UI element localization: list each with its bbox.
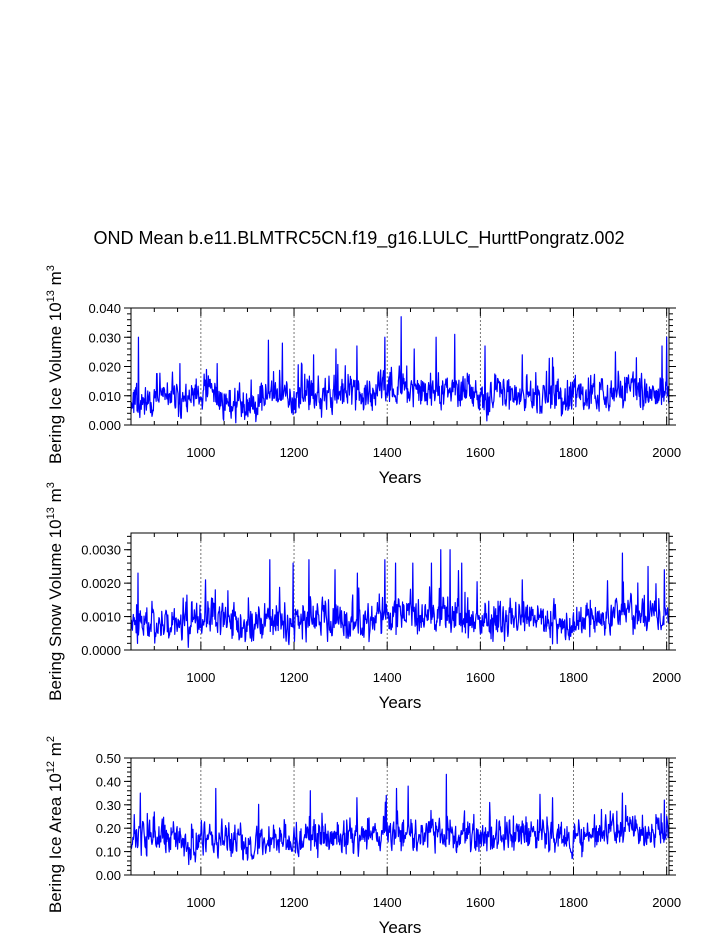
- panel-ice-area: 1000 1200 1400 1600 1800 2000 0.00 0.10 0.20 0.3…: [45, 736, 681, 935]
- plot-frame: [130, 757, 670, 876]
- x-tick-label: 1800: [559, 670, 588, 685]
- x-gridlines: [200, 758, 668, 875]
- x-tick-label: 1400: [373, 895, 402, 910]
- x-tick-label: 1800: [559, 895, 588, 910]
- x-tick-label: 1000: [186, 895, 215, 910]
- y-axis-label-units: m: [46, 742, 65, 761]
- x-axis-label: Years: [379, 468, 422, 487]
- y-axis-label-exp: 12: [45, 761, 57, 773]
- y-axis-label-units: m: [46, 488, 65, 507]
- panel-ice-volume: 1000 1200 1400 1600 1800 2000 0.000 0.010 0.020…: [45, 265, 681, 487]
- axis-ticks: [124, 757, 676, 876]
- y-tick-label: 0.030: [88, 330, 121, 345]
- y-axis-label-units-exp: 3: [45, 265, 57, 271]
- x-tick-label: 2000: [652, 445, 681, 460]
- y-axis-label-exp: 13: [45, 290, 57, 302]
- y-tick-labels: 0.000 0.010 0.020 0.030 0.040: [88, 301, 121, 433]
- x-tick-label: 2000: [652, 895, 681, 910]
- x-tick-label: 1000: [186, 445, 215, 460]
- chart-title: OND Mean b.e11.BLMTRC5CN.f19_g16.LULC_Hu…: [94, 228, 625, 249]
- x-tick-label: 1400: [373, 670, 402, 685]
- x-tick-label: 1600: [466, 895, 495, 910]
- x-tick-label: 1600: [466, 445, 495, 460]
- y-axis-label-exp: 13: [45, 507, 57, 519]
- x-tick-labels: 1000 1200 1400 1600 1800 2000: [186, 670, 681, 685]
- x-tick-label: 1600: [466, 670, 495, 685]
- x-tick-label: 1200: [280, 445, 309, 460]
- x-tick-label: 1400: [373, 445, 402, 460]
- series-line-ice-volume: [130, 316, 670, 424]
- y-tick-label: 0.40: [96, 774, 121, 789]
- series-line-snow-volume: [130, 549, 670, 648]
- x-axis-label: Years: [379, 693, 422, 712]
- x-tick-label: 1800: [559, 445, 588, 460]
- x-gridlines: [200, 533, 668, 650]
- y-axis-label-units: m: [46, 271, 65, 290]
- series-line-ice-area: [130, 773, 670, 866]
- y-axis-label-main: Bering Ice Area 10: [46, 773, 65, 913]
- y-axis-label: Bering Snow Volume 1013 m3: [45, 482, 65, 701]
- y-axis-label-main: Bering Snow Volume 10: [46, 519, 65, 700]
- y-axis-label: Bering Ice Volume 1013 m3: [45, 265, 65, 464]
- panel-snow-volume: 1000 1200 1400 1600 1800 2000 0.00000.00100.0…: [45, 482, 681, 712]
- y-tick-label: 0.20: [96, 821, 121, 836]
- y-tick-label: 0.000: [88, 418, 121, 433]
- x-tick-labels: 1000 1200 1400 1600 1800 2000: [186, 445, 681, 460]
- x-axis-label: Years: [379, 918, 422, 935]
- x-tick-label: 2000: [652, 670, 681, 685]
- y-tick-label: 0.0000: [81, 643, 121, 658]
- y-tick-label: 0.040: [88, 301, 121, 316]
- y-tick-label: 0.30: [96, 798, 121, 813]
- y-tick-label: 0.0020: [81, 576, 121, 591]
- axis-ticks: [124, 307, 676, 426]
- y-tick-label: 0.50: [96, 751, 121, 766]
- y-tick-labels: 0.0000 0.0010 0.0020 0.0030: [81, 543, 121, 658]
- y-tick-label: 0.0030: [81, 543, 121, 558]
- x-tick-label: 1200: [280, 895, 309, 910]
- y-axis-label-units-exp: 3: [45, 482, 57, 488]
- x-tick-label: 1200: [280, 670, 309, 685]
- y-tick-label: 0.10: [96, 845, 121, 860]
- y-tick-label: 0.020: [88, 360, 121, 375]
- y-axis-label-main: Bering Ice Volume 10: [46, 302, 65, 464]
- y-tick-label: 0.010: [88, 389, 121, 404]
- y-tick-label: 0.00: [96, 868, 121, 883]
- y-tick-label: 0.0010: [81, 610, 121, 625]
- x-tick-labels: 1000 1200 1400 1600 1800 2000: [186, 895, 681, 910]
- y-tick-labels: 0.00 0.10 0.20 0.30 0.40 0.50: [96, 751, 121, 883]
- plot-frame: [130, 532, 670, 651]
- y-axis-label: Bering Ice Area 1012 m2: [45, 736, 65, 913]
- y-axis-label-units-exp: 2: [45, 736, 57, 742]
- axis-ticks: [124, 533, 676, 651]
- x-tick-label: 1000: [186, 670, 215, 685]
